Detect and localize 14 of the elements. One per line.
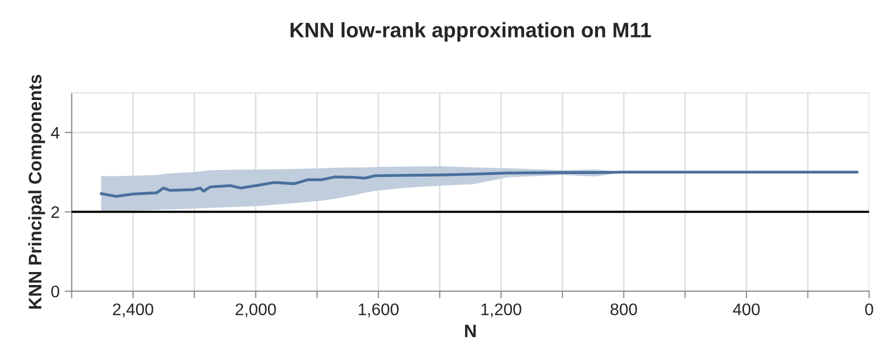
chart-title: KNN low-rank approximation on M11 — [290, 22, 651, 42]
y-tick-label: 0 — [51, 286, 60, 298]
x-tick-label: 400 — [732, 303, 760, 316]
x-tick-label: 800 — [610, 303, 638, 316]
line-series — [100, 170, 859, 198]
x-tick-label: 1,600 — [358, 303, 399, 318]
y-tick-label: 2 — [51, 206, 60, 218]
x-tick-label: 2,400 — [113, 303, 154, 318]
y-tick-label: 4 — [50, 127, 60, 139]
x-tick-label: 1,200 — [481, 303, 522, 318]
y-axis-title: KNN Principal Components — [28, 74, 46, 309]
x-tick-label: 2,000 — [236, 303, 276, 318]
x-axis-title: N — [465, 324, 476, 338]
x-tick-label: 0 — [865, 303, 874, 316]
